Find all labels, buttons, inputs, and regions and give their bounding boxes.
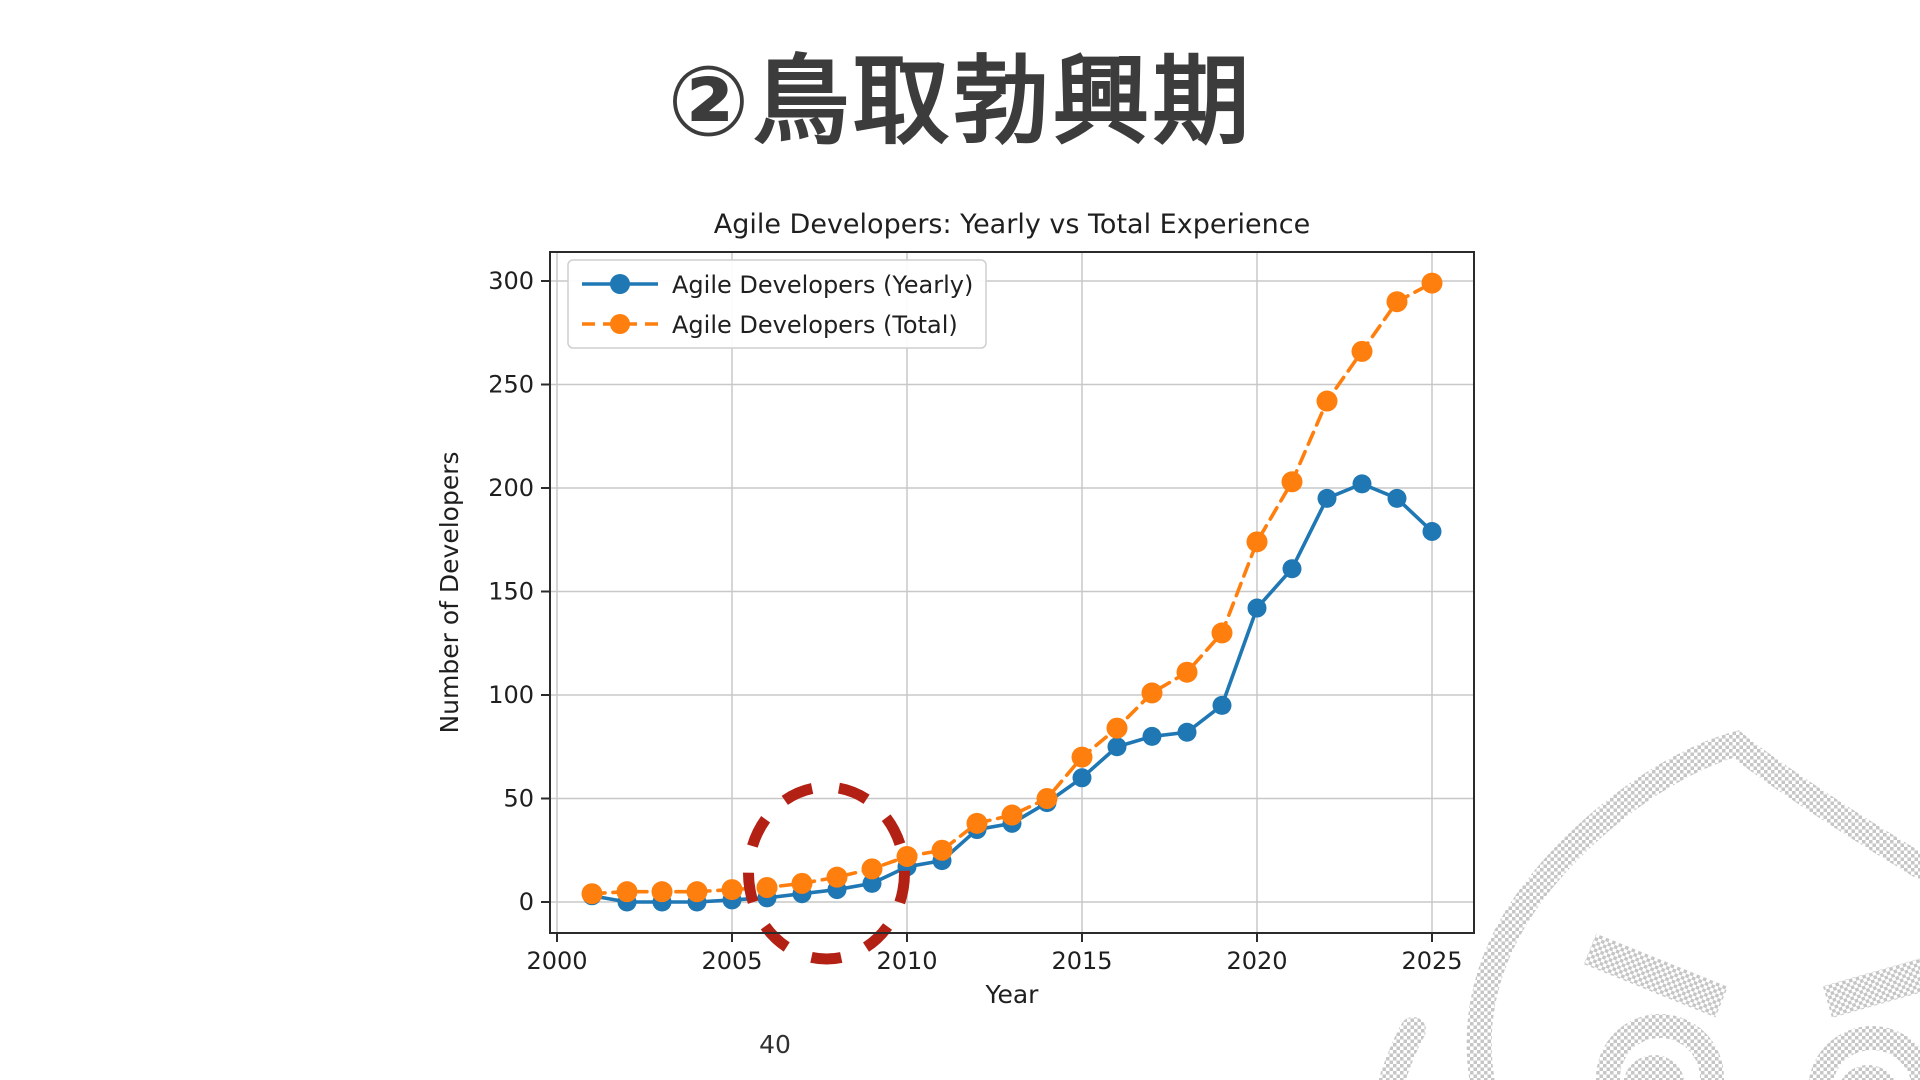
series-total-marker xyxy=(651,881,673,903)
page-number: 40 xyxy=(759,1030,791,1059)
slide-title: ②鳥取勃興期 xyxy=(667,45,1253,158)
y-tick-label: 300 xyxy=(488,267,534,295)
legend-label: Agile Developers (Yearly) xyxy=(672,271,973,299)
chart-title: Agile Developers: Yearly vs Total Experi… xyxy=(714,209,1310,240)
series-total-marker xyxy=(931,839,953,861)
y-tick-label: 250 xyxy=(488,371,534,399)
series-total-marker xyxy=(1141,682,1163,704)
series-total-marker xyxy=(1001,804,1023,826)
series-total-marker xyxy=(826,866,848,888)
series-total-marker xyxy=(1351,340,1373,362)
legend-sample-marker xyxy=(610,314,630,334)
series-yearly-marker xyxy=(1352,474,1372,494)
series-total-marker xyxy=(1281,471,1303,493)
series-yearly-marker xyxy=(1422,521,1442,541)
annotation-circle xyxy=(743,781,910,965)
y-tick-label: 50 xyxy=(503,785,534,813)
series-total-marker xyxy=(1106,717,1128,739)
series-total-marker xyxy=(896,845,918,867)
x-tick-label: 2015 xyxy=(1051,947,1112,975)
series-total-marker xyxy=(686,881,708,903)
mascot-right-pupil xyxy=(1841,1065,1895,1080)
y-tick-label: 150 xyxy=(488,578,534,606)
x-tick-label: 2005 xyxy=(701,947,762,975)
series-yearly-marker xyxy=(1142,726,1162,746)
legend-label: Agile Developers (Total) xyxy=(672,311,958,339)
legend xyxy=(567,259,987,349)
series-total-marker xyxy=(756,877,778,899)
series-total-marker xyxy=(1176,661,1198,683)
y-axis-label: Number of Developers xyxy=(435,451,464,733)
y-tick-label: 0 xyxy=(519,888,534,916)
series-total-marker xyxy=(861,858,883,880)
series-yearly-marker xyxy=(1177,722,1197,742)
series-yearly-marker xyxy=(1282,559,1302,579)
x-tick-label: 2000 xyxy=(526,947,587,975)
series-total-marker xyxy=(1211,622,1233,644)
series-yearly-marker xyxy=(1072,768,1092,788)
mascot-right-eyebrow xyxy=(1822,953,1920,1018)
series-total-marker xyxy=(1386,291,1408,313)
series-total-marker xyxy=(791,872,813,894)
series-total-marker xyxy=(721,879,743,901)
y-tick-label: 100 xyxy=(488,681,534,709)
series-yearly-marker xyxy=(1212,695,1232,715)
mascot-shape xyxy=(1379,730,1920,1080)
series-total-marker xyxy=(581,883,603,905)
series-total-marker xyxy=(1316,390,1338,412)
x-axis-label: Year xyxy=(985,980,1040,1009)
series-total-marker xyxy=(966,812,988,834)
series-yearly-marker xyxy=(1387,488,1407,508)
mascot-left-eyebrow xyxy=(1583,933,1728,1018)
pear-mascot-watermark-icon xyxy=(1379,730,1920,1080)
x-tick-label: 2020 xyxy=(1226,947,1287,975)
legend-sample-marker xyxy=(610,274,630,294)
series-yearly-marker xyxy=(862,873,882,893)
series-total-marker xyxy=(1246,531,1268,553)
series-yearly-marker xyxy=(1107,737,1127,757)
mascot-right-eye xyxy=(1808,1026,1920,1080)
series-total-marker xyxy=(1071,746,1093,768)
mascot-left-eye xyxy=(1596,1014,1724,1080)
series-yearly-marker xyxy=(1317,488,1337,508)
series-total-marker xyxy=(1036,788,1058,809)
x-tick-label: 2025 xyxy=(1401,947,1462,975)
y-tick-label: 200 xyxy=(488,474,534,502)
mascot-left-pupil xyxy=(1623,1055,1685,1080)
series-yearly-marker xyxy=(1247,598,1267,618)
series-total-marker xyxy=(616,881,638,903)
x-tick-label: 2010 xyxy=(876,947,937,975)
series-total-marker xyxy=(1421,272,1443,294)
